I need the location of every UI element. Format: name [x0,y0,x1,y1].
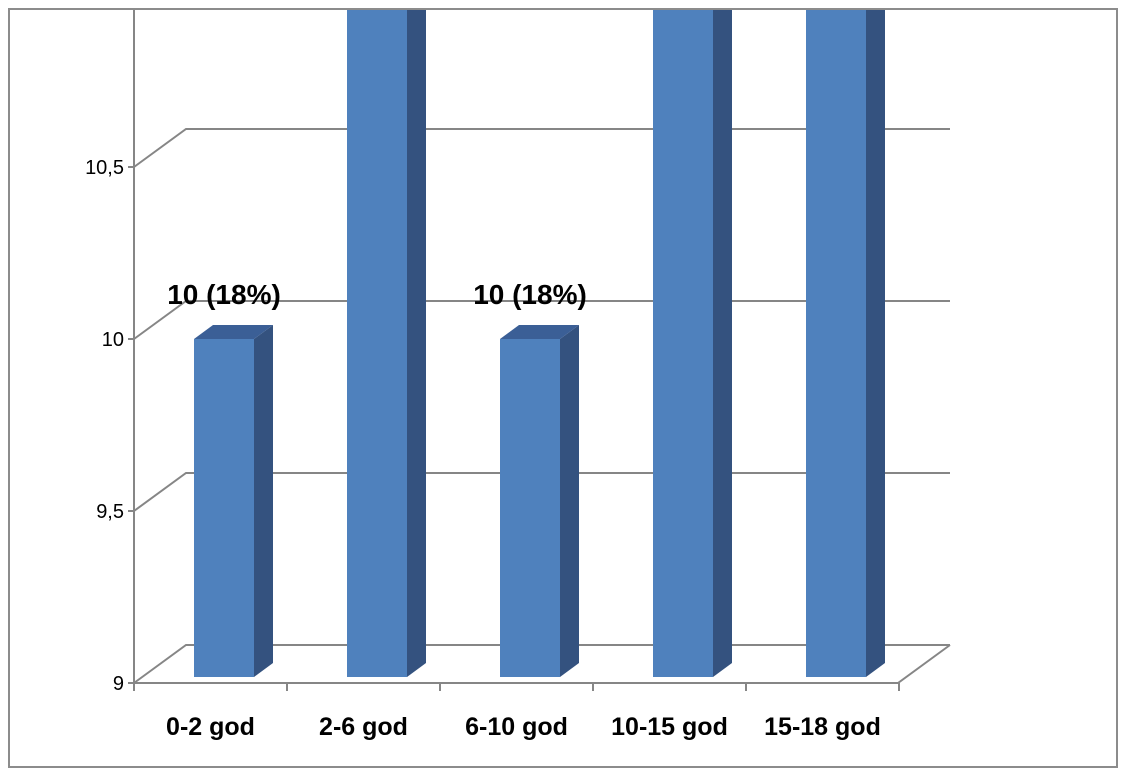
bar-side [407,10,426,677]
x-category-label: 6-10 god [465,713,568,741]
y-tick-label: 10 [102,329,124,351]
data-label: 10 (18%) [167,279,281,310]
x-category-label: 10-15 god [611,713,728,741]
data-label: 10 (18%) [473,279,587,310]
y-tick-label: 9 [113,673,124,695]
bar-side [713,10,732,677]
x-category-labels: 0-2 god 2-6 god 6-10 god 10-15 god 15-18 god [166,713,881,741]
x-category-label: 15-18 god [764,713,881,741]
bar [347,10,407,677]
y-tick-label: 9,5 [96,501,124,523]
data-labels: 10 (18%)12 (22%)10 (18%)12(22%)11 (20%) [167,10,892,310]
bar-side [866,10,885,677]
x-category-label: 2-6 god [319,713,408,741]
x-category-label: 0-2 god [166,713,255,741]
bar-side [254,325,273,677]
bar [500,339,560,677]
bars [194,10,885,677]
bar [806,10,866,677]
bar-side [560,325,579,677]
y-tick-label: 10,5 [85,157,124,179]
bar [194,339,254,677]
bar [653,10,713,677]
